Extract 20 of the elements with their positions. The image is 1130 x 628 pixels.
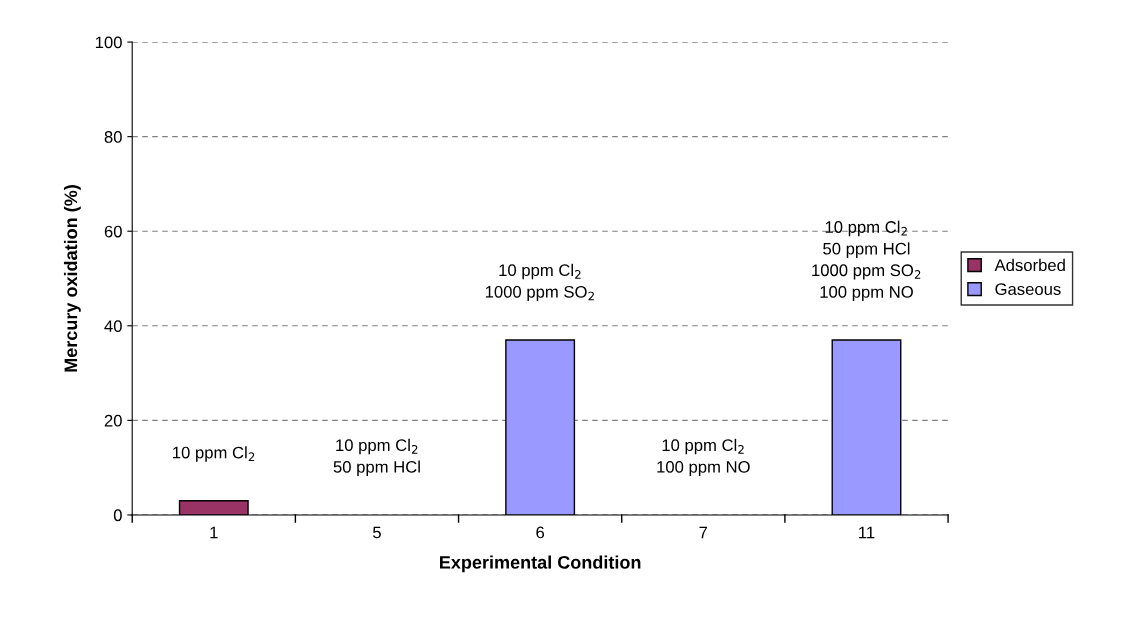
legend-label: Gaseous <box>995 283 1061 296</box>
y-axis-title: Mercury oxidation (%) <box>63 185 81 372</box>
annotation: 10 ppm Cl$_{2}$ 50 ppm HCl <box>333 438 420 477</box>
x-tick-label: 7 <box>699 526 708 539</box>
y-tick-label: 20 <box>104 414 122 427</box>
annotation: 10 ppm Cl$_{2}$ <box>173 446 255 462</box>
annotation: 10 ppm Cl$_{2}$ 1000 ppm SO$_{2}$ <box>485 263 594 302</box>
x-axis-title: Experimental Condition <box>440 555 641 573</box>
y-tick-label: 100 <box>95 36 122 49</box>
legend-label: Adsorbed <box>994 258 1065 272</box>
annotation: 10 ppm Cl$_{2}$ 100 ppm NO <box>657 438 750 477</box>
x-tick-label: 11 <box>859 526 875 539</box>
y-tick-label: 80 <box>104 131 122 143</box>
y-tick-label: 0 <box>113 509 122 522</box>
x-tick-label: 5 <box>373 526 381 539</box>
x-tick-label: 6 <box>536 526 545 539</box>
y-tick-label: 40 <box>104 320 122 333</box>
x-tick-label: 1 <box>210 526 218 539</box>
annotation: 10 ppm Cl$_{2}$ 50 ppm HCl 1000 ppm SO$_{2}$ 100 ppm NO <box>812 220 921 302</box>
y-tick-label: 60 <box>104 225 122 238</box>
